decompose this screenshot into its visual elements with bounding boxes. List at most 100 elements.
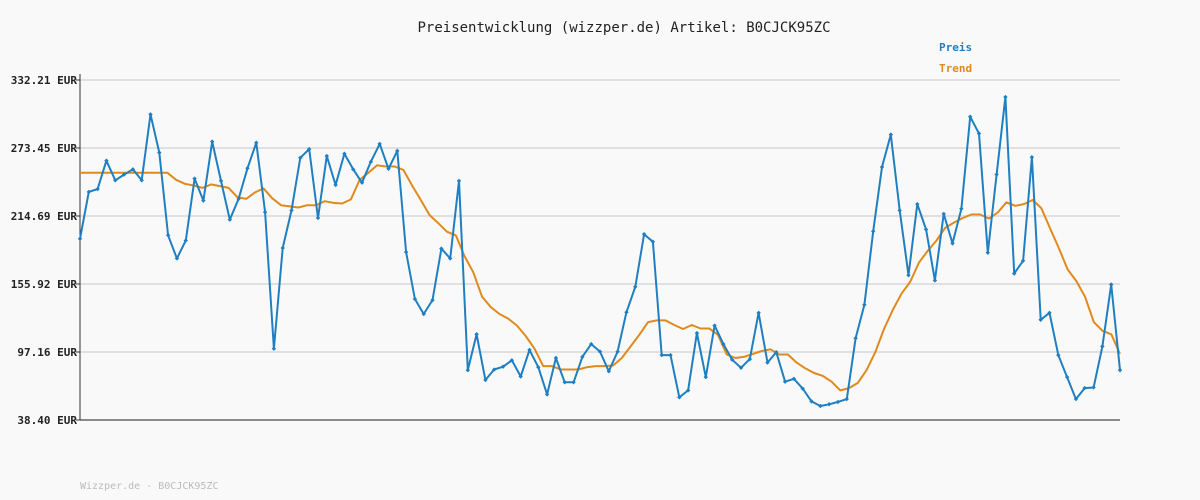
y-tick-label: 155.92 EUR bbox=[11, 278, 78, 291]
data-point-preis bbox=[941, 211, 946, 217]
data-point-preis bbox=[95, 186, 100, 192]
data-point-preis bbox=[1020, 258, 1026, 263]
data-point-preis bbox=[871, 229, 876, 234]
data-point-preis bbox=[474, 332, 479, 337]
data-point-preis bbox=[624, 310, 629, 315]
data-point-preis bbox=[1003, 94, 1008, 100]
data-point-preis bbox=[192, 176, 197, 181]
data-point-preis bbox=[359, 180, 365, 185]
data-point-preis bbox=[906, 273, 911, 278]
data-point-preis bbox=[509, 358, 515, 363]
data-point-preis bbox=[641, 231, 647, 237]
data-point-preis bbox=[782, 379, 788, 384]
data-point-preis bbox=[791, 376, 797, 382]
data-point-preis bbox=[976, 131, 982, 136]
data-point-preis bbox=[465, 367, 470, 373]
data-point-preis bbox=[447, 256, 453, 261]
data-point-preis bbox=[1073, 396, 1079, 402]
data-point-preis bbox=[703, 374, 708, 380]
data-point-preis bbox=[113, 178, 118, 183]
data-point-preis bbox=[1038, 317, 1043, 322]
data-point-preis bbox=[1100, 344, 1105, 349]
data-point-preis bbox=[694, 330, 700, 336]
data-point-preis bbox=[862, 302, 867, 307]
data-point-preis bbox=[879, 164, 885, 170]
y-tick-label: 214.69 EUR bbox=[11, 210, 78, 223]
data-point-preis bbox=[826, 402, 832, 407]
data-point-preis bbox=[333, 182, 338, 188]
data-point-preis bbox=[844, 396, 849, 402]
y-tick-label: 273.45 EUR bbox=[11, 142, 78, 155]
data-point-preis bbox=[483, 377, 488, 383]
data-point-preis bbox=[659, 352, 664, 358]
data-point-preis bbox=[809, 399, 814, 404]
data-point-preis bbox=[77, 236, 83, 241]
legend: Preis Trend bbox=[939, 41, 972, 75]
data-point-preis bbox=[201, 198, 206, 203]
data-point-preis bbox=[368, 159, 374, 165]
data-point-preis bbox=[518, 374, 523, 379]
data-point-preis bbox=[289, 208, 294, 213]
data-point-preis bbox=[130, 167, 136, 172]
data-point-preis bbox=[183, 238, 188, 243]
data-point-preis bbox=[932, 278, 938, 283]
data-point-preis bbox=[985, 250, 990, 255]
data-point-preis bbox=[959, 206, 964, 211]
data-point-preis bbox=[315, 215, 321, 221]
data-point-preis bbox=[730, 357, 735, 362]
data-point-preis bbox=[218, 178, 224, 184]
data-point-preis bbox=[1091, 385, 1096, 390]
data-point-preis bbox=[536, 365, 541, 370]
grid bbox=[80, 79, 1120, 421]
data-point-preis bbox=[351, 167, 356, 172]
data-point-preis bbox=[430, 297, 435, 303]
data-point-preis bbox=[606, 369, 612, 374]
data-point-preis bbox=[121, 172, 127, 177]
data-point-preis bbox=[571, 380, 576, 385]
data-point-preis bbox=[738, 365, 744, 371]
data-point-preis bbox=[580, 354, 585, 360]
data-point-preis bbox=[853, 336, 858, 341]
legend-trend: Trend bbox=[939, 62, 972, 75]
data-point-preis bbox=[800, 386, 805, 391]
data-point-preis bbox=[633, 284, 638, 290]
data-point-preis bbox=[756, 310, 761, 316]
data-point-preis bbox=[765, 360, 770, 365]
data-point-preis bbox=[1056, 352, 1061, 358]
data-point-preis bbox=[174, 256, 180, 261]
data-point-preis bbox=[835, 399, 841, 405]
data-point-preis bbox=[210, 139, 215, 144]
footer-watermark: Wizzper.de - B0CJCK95ZC bbox=[80, 481, 219, 492]
data-point-preis bbox=[298, 155, 303, 160]
data-point-preis bbox=[915, 201, 920, 207]
data-point-preis bbox=[342, 151, 347, 156]
data-point-preis bbox=[403, 249, 409, 255]
data-point-preis bbox=[950, 241, 955, 246]
data-point-preis bbox=[262, 209, 268, 215]
data-point-preis bbox=[1082, 385, 1087, 391]
data-point-preis bbox=[553, 355, 559, 361]
data-point-preis bbox=[668, 352, 673, 358]
data-point-preis bbox=[994, 172, 999, 177]
data-point-preis bbox=[712, 323, 717, 328]
data-point-preis bbox=[377, 141, 382, 147]
data-point-preis bbox=[86, 189, 92, 195]
data-point-preis bbox=[456, 178, 462, 184]
data-point-preis bbox=[245, 165, 250, 171]
data-point-preis bbox=[1029, 154, 1035, 160]
data-point-preis bbox=[650, 239, 656, 244]
data-point-preis bbox=[588, 341, 594, 347]
data-point-preis bbox=[527, 347, 532, 353]
data-point-preis bbox=[492, 367, 497, 372]
data-point-preis bbox=[774, 349, 779, 355]
data-point-preis bbox=[615, 349, 620, 354]
data-point-preis bbox=[139, 178, 144, 183]
data-point-preis bbox=[227, 217, 233, 222]
data-point-preis bbox=[412, 296, 418, 302]
data-point-preis bbox=[562, 380, 567, 385]
data-point-preis bbox=[597, 349, 603, 354]
series-lines bbox=[77, 94, 1123, 409]
data-point-preis bbox=[386, 166, 391, 171]
data-point-preis bbox=[721, 341, 726, 347]
